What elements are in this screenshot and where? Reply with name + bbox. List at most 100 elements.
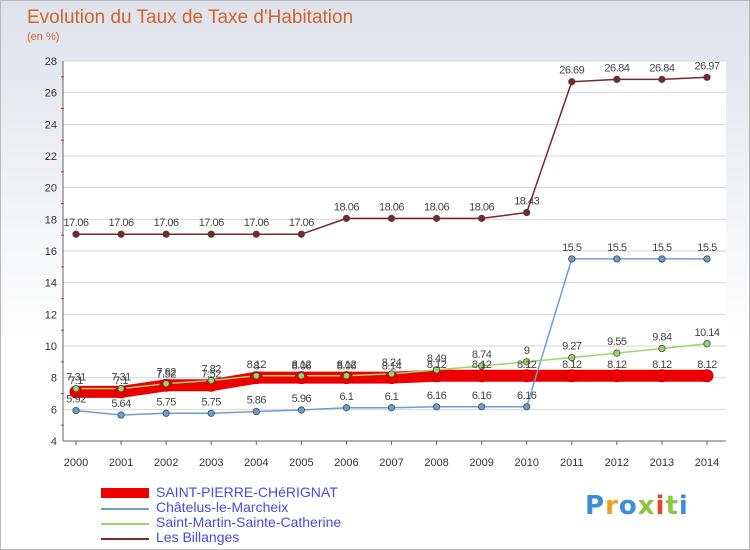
data-label: 9.55: [607, 336, 627, 348]
series-marker-2: [342, 372, 351, 380]
data-label: 7.1: [69, 375, 83, 387]
x-tick-label: 2011: [560, 457, 584, 469]
y-tick-label: 26: [45, 88, 57, 100]
series-marker-3: [478, 214, 486, 222]
data-label: 8.12: [517, 359, 537, 371]
series-marker-2: [568, 353, 576, 362]
legend-swatch-les-billanges: [101, 538, 149, 540]
y-tick-label: 22: [45, 151, 57, 163]
data-label: 17.06: [244, 217, 269, 229]
data-label: 9: [524, 345, 530, 357]
series-marker-1: [162, 409, 170, 417]
series-marker-3: [568, 78, 576, 86]
series-marker-0: [700, 369, 714, 383]
legend-item-saint-martin: Saint-Martin-Sainte-Catherine: [101, 515, 421, 530]
data-label: 8.12: [337, 359, 357, 371]
data-label: 7.31: [66, 372, 86, 384]
series-marker-1: [252, 407, 260, 416]
series-marker-3: [613, 75, 621, 83]
data-label: 5.75: [156, 396, 176, 408]
series-marker-1: [297, 406, 305, 414]
data-label: 26.97: [694, 60, 719, 72]
data-label: 18.06: [334, 201, 359, 213]
series-marker-1: [613, 255, 621, 263]
series-marker-1: [432, 403, 441, 411]
y-tick-label: 28: [45, 56, 57, 68]
logo-letter: r: [605, 491, 619, 521]
x-tick-label: 2012: [605, 457, 629, 469]
data-label: 17.06: [199, 217, 224, 229]
series-marker-3: [658, 75, 666, 83]
logo-letter: o: [618, 491, 638, 521]
series-marker-2: [703, 340, 711, 348]
data-label: 5.86: [247, 395, 267, 407]
series-marker-0: [520, 369, 534, 383]
series-marker-3: [297, 230, 305, 238]
data-label: 8.12: [697, 359, 717, 371]
data-label: 17.06: [63, 217, 88, 229]
series-marker-1: [568, 255, 576, 263]
x-tick-label: 2004: [244, 457, 268, 469]
y-tick-label: 12: [45, 309, 57, 321]
series-marker-0: [655, 369, 669, 383]
x-tick-label: 2007: [379, 457, 403, 469]
logo-letter: i: [678, 491, 689, 521]
legend-label-saint-martin: Saint-Martin-Sainte-Catherine: [156, 514, 342, 530]
legend-item-chatelus: Châtelus-le-Marcheix: [101, 500, 421, 515]
series-marker-3: [432, 214, 441, 222]
y-tick-label: 24: [45, 119, 57, 131]
series-marker-1: [658, 255, 666, 263]
data-label: 7.31: [111, 372, 131, 384]
series-marker-1: [117, 411, 125, 419]
data-label: 18.06: [469, 201, 494, 213]
data-label: 7.52: [156, 368, 176, 380]
series-marker-0: [565, 369, 579, 383]
data-label: 17.06: [289, 217, 314, 229]
series-marker-0: [610, 369, 624, 383]
series-marker-3: [207, 230, 215, 238]
data-label: 7.62: [156, 367, 176, 379]
y-tick-label: 6: [51, 404, 57, 416]
data-label: 26.84: [649, 62, 674, 74]
series-marker-3: [72, 230, 80, 238]
series-marker-2: [297, 372, 305, 380]
data-label: 6.16: [517, 390, 537, 402]
logo-letter: i: [655, 491, 666, 521]
y-tick-label: 14: [45, 278, 57, 290]
data-label: 6.16: [472, 390, 492, 402]
series-marker-3: [387, 214, 396, 222]
data-label: 8.12: [247, 359, 267, 371]
series-marker-3: [342, 214, 351, 222]
data-label: 18.43: [514, 196, 539, 208]
series-marker-2: [387, 370, 396, 378]
series-marker-2: [658, 344, 666, 353]
data-label: 26.69: [559, 65, 584, 77]
y-tick-label: 16: [45, 246, 57, 258]
data-label: 5.64: [111, 398, 131, 410]
x-tick-label: 2005: [289, 457, 313, 469]
y-tick-label: 10: [45, 341, 57, 353]
logo-letter: t: [665, 491, 679, 521]
data-label: 26.84: [604, 62, 629, 74]
series-marker-3: [117, 230, 125, 238]
legend-label-chatelus: Châtelus-le-Marcheix: [156, 499, 289, 515]
series-marker-1: [72, 406, 80, 415]
series-marker-3: [703, 73, 711, 81]
x-tick-label: 2010: [514, 457, 538, 469]
data-label: 8.12: [562, 359, 582, 371]
unit-label: (en %): [27, 31, 60, 43]
data-label: 8.12: [472, 359, 492, 371]
data-label: 8.74: [472, 349, 492, 361]
data-label: 8.12: [427, 359, 447, 371]
data-label: 8: [253, 361, 259, 373]
legend-item-les-billanges: Les Billanges: [101, 530, 421, 545]
data-label: 8.12: [607, 359, 627, 371]
data-label: 15.5: [562, 242, 582, 254]
x-tick-label: 2003: [199, 457, 223, 469]
series-marker-1: [478, 403, 486, 411]
series-marker-2: [252, 372, 260, 380]
data-label: 8.12: [292, 359, 312, 371]
data-label: 10.14: [694, 327, 719, 339]
legend-label-les-billanges: Les Billanges: [156, 529, 240, 545]
